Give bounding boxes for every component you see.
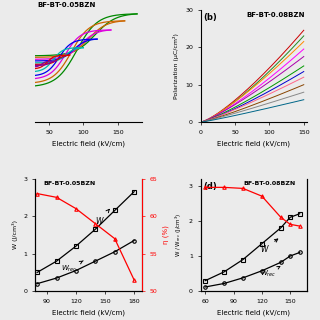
Y-axis label: Polarization (μC/cm²): Polarization (μC/cm²) (173, 33, 180, 99)
X-axis label: Electric field (kV/cm): Electric field (kV/cm) (217, 309, 290, 316)
Text: BF-BT-0.05BZN: BF-BT-0.05BZN (37, 2, 96, 8)
Y-axis label: W / W$_{rec}$ (J/cm³): W / W$_{rec}$ (J/cm³) (173, 213, 183, 257)
Text: BF-BT-0.08BZN: BF-BT-0.08BZN (243, 181, 295, 186)
Text: $\mathit{W}_{rec}$: $\mathit{W}_{rec}$ (260, 266, 280, 278)
Text: (b): (b) (204, 13, 218, 22)
Text: $\mathit{W}_{rec}$: $\mathit{W}_{rec}$ (61, 261, 83, 274)
Text: $\mathit{W}$: $\mathit{W}$ (95, 209, 109, 226)
Text: $\mathit{W}$: $\mathit{W}$ (260, 239, 278, 254)
Text: (d): (d) (204, 182, 218, 191)
Y-axis label: η (%): η (%) (163, 226, 169, 244)
X-axis label: Electric field (kV/cm): Electric field (kV/cm) (52, 309, 125, 316)
X-axis label: Electric field (kV/cm): Electric field (kV/cm) (52, 140, 125, 147)
Y-axis label: W (J/cm³): W (J/cm³) (12, 220, 18, 249)
Text: BF-BT-0.05BZN: BF-BT-0.05BZN (44, 181, 96, 186)
Text: BF-BT-0.08BZN: BF-BT-0.08BZN (247, 12, 305, 18)
X-axis label: Electric field (kV/cm): Electric field (kV/cm) (217, 140, 290, 147)
